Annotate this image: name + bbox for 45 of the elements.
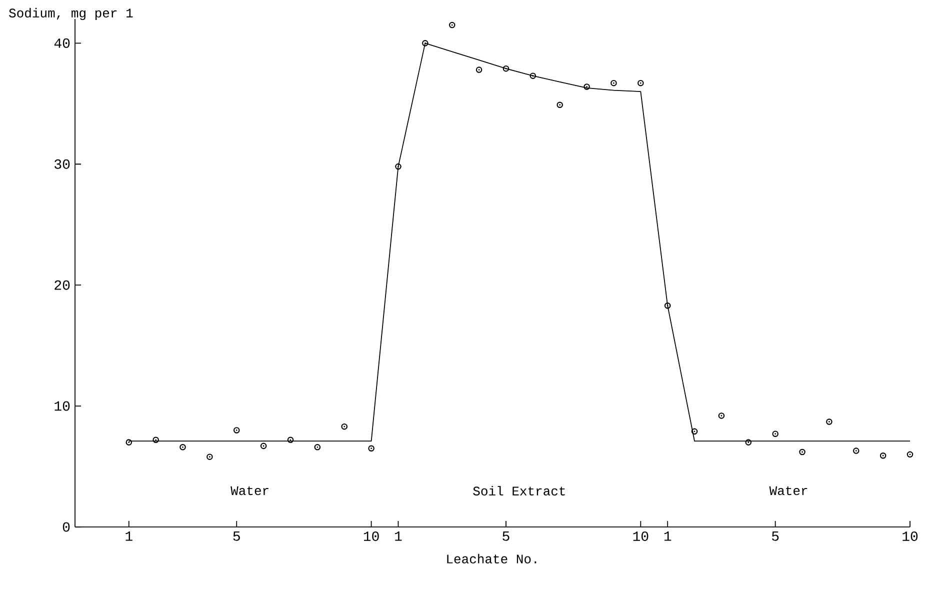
point [206,454,213,460]
point [180,444,186,450]
point [906,451,914,458]
y-tick-label: 0 [62,522,70,532]
x-axis-title: Leachate No. [447,554,536,564]
point [610,80,617,86]
y-axis-title: Sodium, mg per 1 [9,8,133,20]
point [638,80,644,86]
x-tick-label: 10 [902,532,918,542]
point [395,163,402,170]
x-tick-label: 10 [364,532,379,542]
point [530,72,536,79]
x-tick-label: 5 [233,532,240,541]
point [584,84,590,90]
x-tick-label: 5 [772,532,779,541]
x-tick-label: 5 [502,532,510,541]
point [718,412,725,419]
point [314,444,321,450]
point [691,428,698,435]
annotation: Soil Extract [473,486,565,496]
point [233,427,240,434]
point [260,442,267,450]
point [422,40,428,46]
point [448,22,456,28]
annotation: Water [230,486,268,496]
point [287,436,294,444]
x-tick-label: 10 [633,532,648,542]
point [772,430,778,437]
point [476,66,482,73]
point [880,452,886,459]
y-tick-label: 20 [54,280,70,290]
point [799,448,806,456]
point [853,448,860,454]
x-tick-label: 1 [126,532,132,541]
point [152,436,159,444]
y-tick-label: 30 [54,159,70,169]
x-tick-label: 1 [395,532,402,541]
point [368,445,374,452]
point [556,102,563,108]
annotation: Water [769,486,808,496]
y-tick-label: 40 [54,38,70,48]
x-tick-label: 1 [664,532,672,541]
y-tick-label: 10 [54,401,70,411]
point [826,418,832,425]
point [341,423,348,430]
